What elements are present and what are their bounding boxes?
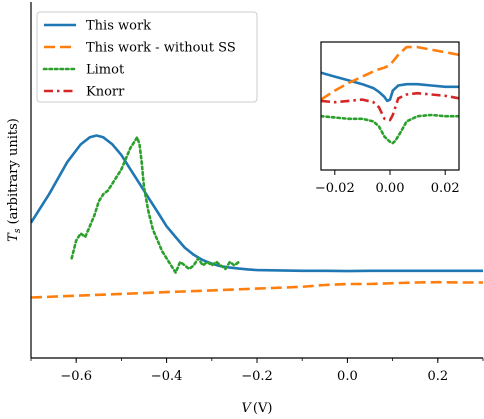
legend-label-this-work: This work <box>86 19 151 34</box>
inset-series-line-this-work-without-ss <box>321 45 459 101</box>
x-axis-label-unit: (V) <box>253 401 273 416</box>
main-series-layer <box>31 134 483 299</box>
inset-series-line-knorr <box>321 91 459 122</box>
x-axis-label: V (V) <box>242 401 273 416</box>
inset-series-layer <box>321 45 459 145</box>
x-axis-label-var: V <box>242 401 253 416</box>
legend-label-limot: Limot <box>86 63 125 78</box>
x-tick-label: −0.6 <box>60 369 92 384</box>
series-line-this-work-without-ss <box>31 280 483 299</box>
legend-box <box>36 11 258 103</box>
inset-x-tick-label: 0.02 <box>431 181 460 196</box>
main-x-ticks: −0.6 −0.4 −0.2 0.0 0.2 <box>30 358 484 384</box>
inset-plot-area <box>321 42 459 170</box>
inset-series-line-this-work <box>321 71 459 103</box>
inset-x-tick-label: 0.00 <box>376 181 405 196</box>
legend-label-knorr: Knorr <box>86 85 125 100</box>
inset: −0.02 0.00 0.02 <box>315 41 460 196</box>
legend: This work This work - without SS Limot Knor… <box>36 11 258 103</box>
y-axis-label-var: T <box>6 232 21 242</box>
series-line-limot <box>70 136 241 274</box>
y-axis-label-rest: (arbitrary units) <box>6 118 21 228</box>
legend-label-this-work-without-ss: This work - without SS <box>86 41 236 56</box>
y-axis-label-sub: s <box>13 228 23 233</box>
x-tick-label: −0.4 <box>151 369 183 384</box>
x-tick-label: 0.2 <box>427 369 448 384</box>
inset-series-line-limot <box>321 113 459 145</box>
x-tick-label: −0.2 <box>241 369 273 384</box>
y-axis-label: Ts (arbitrary units) <box>6 118 23 242</box>
inset-x-tick-label: −0.02 <box>315 181 355 196</box>
inset-x-ticks: −0.02 0.00 0.02 <box>315 170 460 196</box>
x-tick-label: 0.0 <box>337 369 358 384</box>
